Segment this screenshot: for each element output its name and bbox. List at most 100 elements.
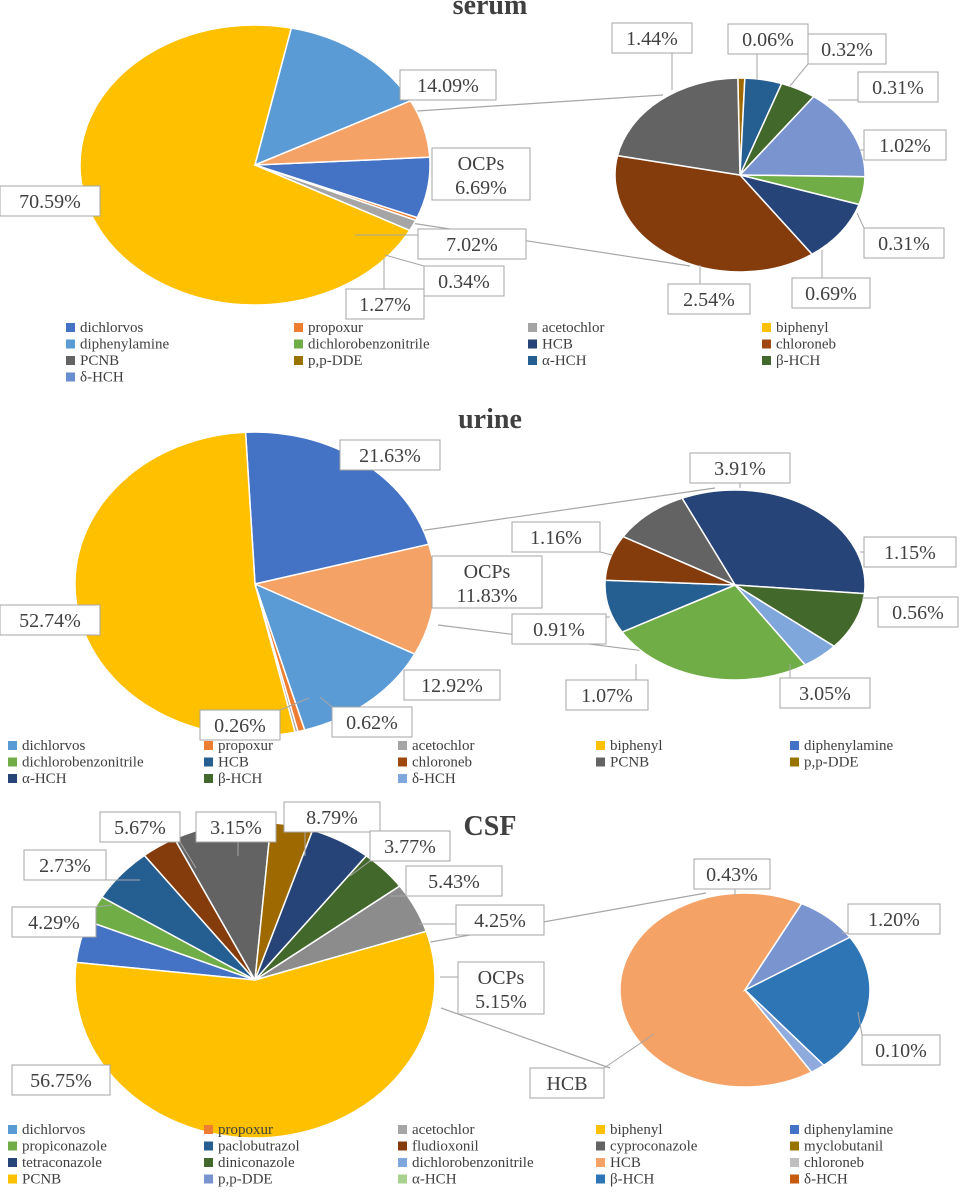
urine-legend-swatch — [204, 741, 213, 750]
csf-legend-label: δ-HCH — [804, 1172, 848, 1188]
urine-legend-swatch — [8, 741, 17, 750]
csf-legend-item-diniconazole: diniconazole — [204, 1155, 295, 1171]
csf-label-text: 4.29% — [28, 912, 80, 934]
serum-label-text: 14.09% — [417, 75, 479, 97]
serum-label-text: 1.27% — [359, 294, 411, 316]
urine-legend-label: chloroneb — [412, 755, 472, 771]
csf-label-box — [405, 865, 503, 897]
serum-legend-swatch — [294, 356, 303, 365]
csf-legend-label: dichlorobenzonitrile — [412, 1155, 534, 1171]
urine-detail-label-hcb: 1.07% — [565, 664, 649, 711]
urine-legend-item-propoxur: propoxur — [204, 738, 273, 754]
csf-leader-line — [349, 860, 371, 877]
csf-legend-item-cyproconazole: cyproconazole — [596, 1139, 698, 1155]
csf-label-text: 8.79% — [306, 807, 358, 829]
serum-legend-label: PCNB — [80, 353, 119, 369]
csf-legend-item-propiconazole: propiconazole — [8, 1139, 107, 1155]
csf-legend-label: propiconazole — [22, 1139, 107, 1155]
serum-main-label-biphenyl: 70.59% — [0, 185, 101, 217]
urine-legend-swatch — [8, 757, 17, 767]
csf-legend-swatch — [8, 1158, 17, 1167]
serum-legend-swatch — [762, 323, 771, 332]
csf-label-text: 0.43% — [706, 864, 758, 886]
urine-legend-label: δ-HCH — [412, 771, 456, 787]
urine-detail-slice-beta-hch — [734, 584, 866, 648]
csf-chart: CSF 4.29%2.73%5.67% 3.15% 8.79%3.77%5.43%4… — [8, 801, 941, 1188]
serum-legend-swatch — [528, 339, 537, 349]
serum-legend-swatch — [66, 323, 75, 332]
urine-legend-label: HCB — [218, 755, 249, 771]
urine-legend-item-chloroneb: chloroneb — [398, 755, 472, 771]
urine-main-label-acetochlor: 0.26% — [199, 697, 310, 741]
csf-legend-swatch — [790, 1141, 799, 1151]
serum-label-text: 1.02% — [879, 135, 931, 157]
serum-main-slice-biphenyl — [79, 24, 411, 306]
serum-detail-slice-pcnb — [616, 77, 741, 176]
urine-legend-item-diphenylamine: diphenylamine — [790, 738, 893, 754]
csf-label-text: 56.75% — [30, 1070, 92, 1092]
urine-label-box — [877, 596, 959, 628]
csf-title: CSF — [464, 811, 517, 842]
serum-main-slice-ocps — [254, 99, 431, 166]
urine-label-box — [779, 677, 871, 709]
serum-detail-label-hcb: 0.69% — [791, 250, 871, 309]
urine-label-box — [511, 613, 607, 645]
serum-legend-swatch — [528, 323, 537, 332]
urine-legend-label: p,p-DDE — [804, 755, 859, 771]
urine-legend-label: β-HCH — [218, 771, 262, 787]
serum-detail-slice-delta-hch — [738, 95, 866, 178]
csf-label-box — [693, 858, 771, 890]
serum-legend-swatch — [66, 356, 75, 365]
serum-main-label-dichlorvos: 7.02% — [355, 228, 527, 260]
serum-label-text: 7.02% — [446, 234, 498, 256]
csf-label-box — [11, 906, 97, 938]
csf-legend-item-tetraconazole: tetraconazole — [8, 1155, 102, 1171]
csf-legend-label: dichlorvos — [22, 1122, 85, 1138]
csf-legend: dichlorvos propoxur acetochlor biphenyl diph… — [8, 1122, 893, 1188]
serum-legend-swatch — [294, 339, 303, 349]
urine-main-label-diphenylamine: 21.63% — [339, 439, 441, 471]
serum-legend-item-alpha-hch: α-HCH — [528, 353, 587, 369]
csf-main-label-fludioxonil: 3.15% — [195, 811, 277, 856]
csf-label-text: 4.25% — [474, 910, 526, 932]
urine-legend-swatch — [596, 741, 605, 750]
csf-label-box — [283, 801, 381, 833]
serum-detail-slice-hcb — [737, 173, 861, 256]
serum-legend-label: β-HCH — [776, 353, 820, 369]
serum-label-text: 0.31% — [878, 233, 930, 255]
csf-detail-label-hcb: HCB — [529, 1033, 655, 1099]
csf-legend-item-alpha-hch: α-HCH — [398, 1172, 457, 1188]
csf-detail-slice-beta-hch — [743, 936, 871, 1067]
urine-label-text: 52.74% — [19, 610, 81, 632]
urine-legend-item-hcb: HCB — [204, 755, 249, 771]
csf-label-text: 0.10% — [875, 1040, 927, 1062]
serum-connector-line-1 — [401, 94, 664, 113]
csf-legend-label: chloroneb — [804, 1155, 864, 1171]
csf-legend-item-dichlorobenzonitrile: dichlorobenzonitrile — [398, 1155, 534, 1171]
urine-legend-item-alpha-hch: α-HCH — [8, 771, 67, 787]
serum-leader-line — [789, 63, 809, 87]
csf-main-label-cyproconazole: 8.79% — [283, 801, 381, 856]
urine-main-label-biphenyl: 52.74% — [0, 604, 101, 636]
csf-label-box — [195, 811, 277, 843]
csf-legend-item-beta-hch: β-HCH — [596, 1172, 654, 1188]
urine-leader-line — [599, 551, 613, 556]
serum-label-box — [431, 147, 531, 201]
urine-label-text: 1.15% — [884, 542, 936, 564]
urine-legend-item-dichlorobenzonitrile: dichlorobenzonitrile — [8, 755, 144, 771]
csf-legend-item-hcb: HCB — [596, 1155, 641, 1171]
serum-legend-label: dichlorvos — [80, 320, 143, 336]
csf-leader-line — [857, 1011, 863, 1036]
csf-main-label-propiconazole: 2.73% — [23, 849, 140, 881]
urine-label-text: 21.63% — [359, 445, 421, 467]
serum-label-text: 70.59% — [19, 191, 81, 213]
serum-legend-swatch — [66, 372, 75, 382]
serum-legend-item-biphenyl: biphenyl — [762, 320, 829, 336]
urine-label-text: 0.91% — [533, 619, 585, 641]
csf-label-text: HCB — [546, 1073, 587, 1095]
urine-label-box — [689, 452, 791, 484]
csf-legend-item-acetochlor: acetochlor — [398, 1122, 474, 1138]
csf-main-label-biphenyl: 56.75% — [11, 1064, 111, 1096]
